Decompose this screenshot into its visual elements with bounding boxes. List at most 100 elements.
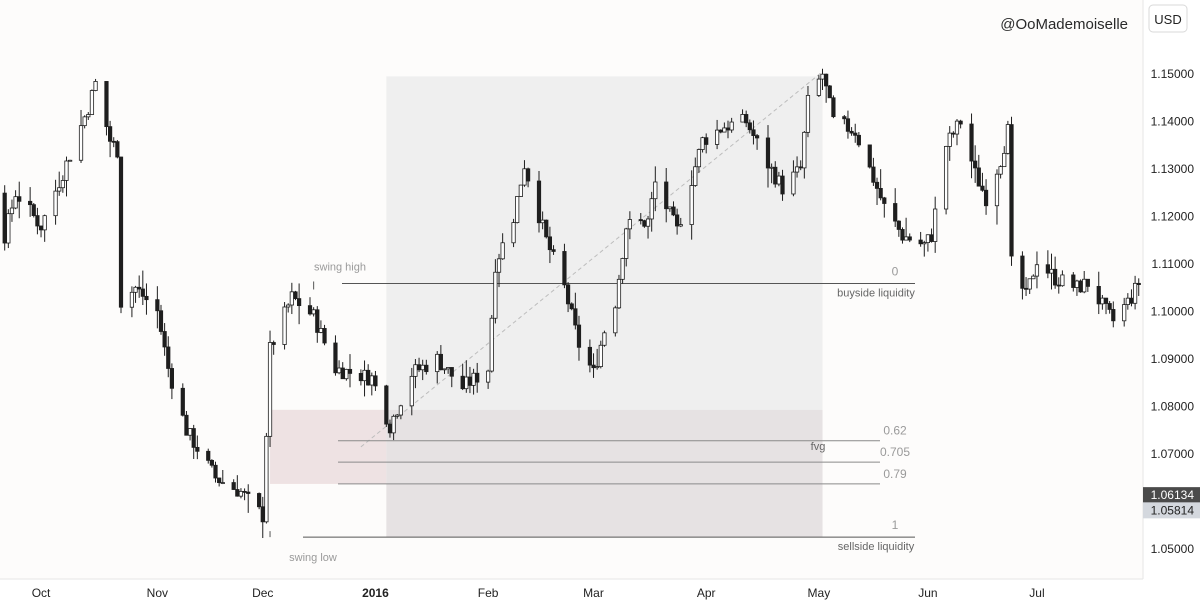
candle <box>155 286 160 329</box>
candle-body <box>64 160 69 181</box>
fvg-label: fvg <box>811 441 826 453</box>
candle <box>1060 270 1065 287</box>
candle-body <box>827 85 832 99</box>
candle-body <box>954 120 960 135</box>
candle <box>1107 301 1112 314</box>
candle <box>827 84 832 99</box>
candle-body <box>1078 280 1083 293</box>
candle-body <box>1071 274 1076 288</box>
candle-body <box>282 306 287 345</box>
candle-body <box>115 141 120 158</box>
candle-body <box>780 175 785 195</box>
candle-body <box>769 166 774 169</box>
candle <box>1111 301 1116 328</box>
candle-body <box>591 364 596 369</box>
candle-body <box>562 251 567 286</box>
candle <box>297 283 302 325</box>
candle-body <box>718 129 723 133</box>
candle <box>413 359 418 389</box>
currency-button[interactable]: USD <box>1148 4 1188 33</box>
candle <box>78 109 84 163</box>
candle-body <box>384 385 389 425</box>
candle-body <box>856 134 861 146</box>
candle-body <box>82 116 87 127</box>
candle-body <box>129 291 135 308</box>
candle <box>195 435 200 460</box>
candle-body <box>904 236 909 241</box>
candle <box>162 323 167 356</box>
candle-body <box>413 364 418 377</box>
candle-body <box>816 78 821 96</box>
candle <box>1020 251 1025 300</box>
candle <box>1034 251 1040 289</box>
candle-body <box>217 477 222 484</box>
candle-body <box>409 375 414 407</box>
candle-body <box>754 135 760 139</box>
candle-body <box>1056 284 1061 287</box>
candle-body <box>464 376 469 390</box>
candle-body <box>486 370 491 383</box>
liquidity-note: sellside liquidity <box>838 541 915 553</box>
candle <box>544 219 549 239</box>
candle-body <box>515 196 520 223</box>
candle <box>805 86 811 138</box>
candle <box>1136 278 1141 296</box>
candle-body <box>627 219 632 230</box>
candle-body <box>57 187 62 192</box>
candle <box>144 283 149 315</box>
candle <box>449 367 454 388</box>
candle-body <box>765 137 771 169</box>
candle-body <box>1111 309 1116 322</box>
candle-body <box>976 167 981 187</box>
candle-body <box>1132 282 1138 304</box>
candle <box>976 154 981 187</box>
candle-body <box>395 414 400 417</box>
candle <box>616 274 622 309</box>
candle-body <box>398 405 403 416</box>
candle-body <box>460 375 465 390</box>
candle-body <box>729 121 734 131</box>
candle-body <box>980 185 985 191</box>
candle-body <box>144 295 149 301</box>
candle-body <box>500 242 505 260</box>
candle-body <box>645 218 651 227</box>
price-label-box <box>1143 502 1200 519</box>
candle-body <box>366 369 371 386</box>
price-tick-label: 1.05000 <box>1151 542 1195 556</box>
candle-body <box>896 220 901 230</box>
candle-body <box>871 166 876 183</box>
candle-body <box>13 196 18 209</box>
candle <box>1103 297 1109 315</box>
candle-body <box>60 180 65 189</box>
candle-body <box>540 219 545 224</box>
currency-button-label[interactable]: USD <box>1154 12 1181 27</box>
candle <box>958 119 963 129</box>
candle <box>747 119 752 134</box>
candle-body <box>318 328 324 333</box>
candle-body <box>576 324 582 348</box>
price-tick-label: 1.07000 <box>1151 447 1195 461</box>
currency-button-frame[interactable] <box>1148 4 1188 33</box>
candle-body <box>700 137 705 150</box>
candle-body <box>286 304 291 308</box>
candle-body <box>616 278 622 309</box>
candle <box>286 303 291 313</box>
candle <box>373 370 378 391</box>
candle-body <box>693 166 698 186</box>
candle <box>624 227 629 267</box>
candle <box>696 148 702 173</box>
time-axis[interactable] <box>0 579 1143 604</box>
candle <box>438 345 443 371</box>
candle-body <box>140 288 145 297</box>
candle <box>60 175 65 193</box>
time-tick-label: Apr <box>697 586 716 600</box>
fib-level-label: 0.62 <box>883 424 907 438</box>
candle <box>1085 278 1090 292</box>
candle-body <box>653 181 658 200</box>
candle-body <box>689 185 694 225</box>
candle <box>871 157 876 186</box>
candle-body <box>238 490 244 497</box>
candle-body <box>257 493 262 508</box>
